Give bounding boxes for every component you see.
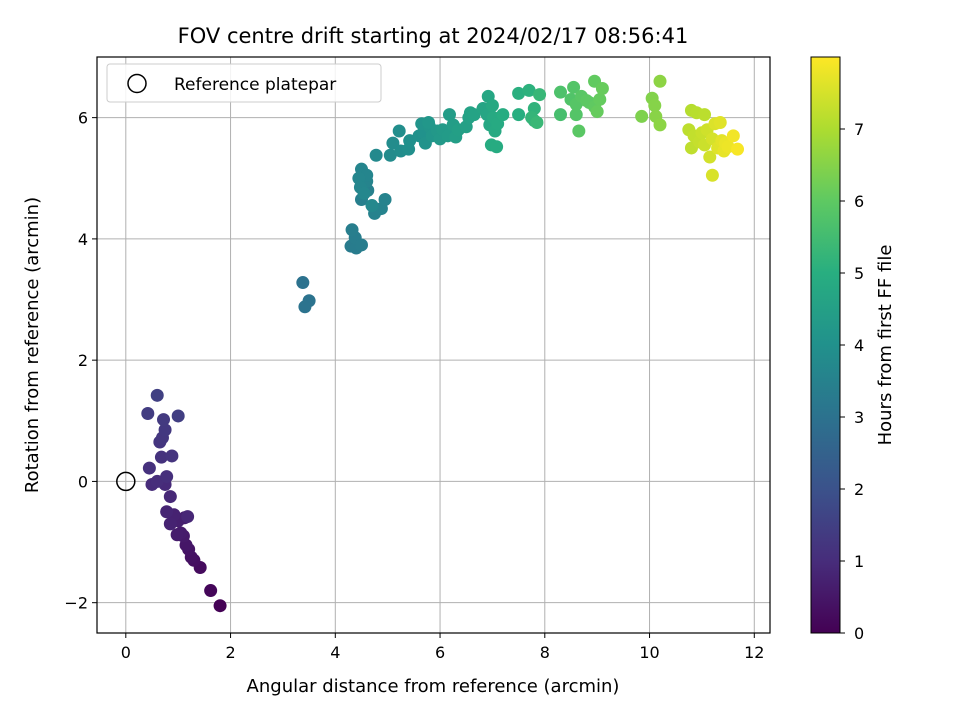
colorbar-tick-label: 4 [854,336,864,355]
x-tick-label: 0 [121,643,131,662]
chart-title: FOV centre drift starting at 2024/02/17 … [178,24,689,48]
data-point [357,186,371,200]
data-point [554,85,568,99]
data-point [165,449,179,463]
data-point [160,470,174,484]
data-point [383,148,397,162]
legend: Reference platepar [106,63,382,103]
data-point [298,300,312,314]
data-point [296,276,310,290]
colorbar: 0 1 2 3 4 5 6 7 Hours from first FF file [810,56,896,643]
data-point [530,115,544,129]
data-point [154,450,168,464]
data-point [572,124,586,138]
x-tick-label: 12 [744,643,764,662]
colorbar-tick-label: 7 [854,120,864,139]
data-point [569,108,583,122]
y-tick-label: 6 [78,109,88,128]
data-point [163,490,177,504]
scatter-points [116,74,745,613]
data-point [181,510,195,524]
data-point [354,238,368,252]
data-point [726,129,740,143]
y-tick-label: 0 [78,472,88,491]
colorbar-tick-label: 5 [854,264,864,283]
colorbar-tick-label: 6 [854,192,864,211]
data-point [422,115,436,129]
legend-box [106,63,382,103]
data-point [653,74,667,88]
data-point [713,115,727,129]
colorbar-tick-label: 1 [854,552,864,571]
y-tick-label: 4 [78,230,88,249]
grid [97,57,770,633]
plot-frame [96,56,771,634]
data-point [386,136,400,150]
data-point [158,423,172,437]
x-tick-label: 6 [435,643,445,662]
data-point [595,82,609,96]
data-point [512,86,526,100]
colorbar-tick-label: 3 [854,408,864,427]
data-point [590,105,604,119]
x-tick-label: 4 [330,643,340,662]
colorbar-tick-label: 2 [854,480,864,499]
data-point [171,409,185,423]
x-axis-ticks: 0 2 4 6 8 10 12 [121,633,764,662]
data-point [512,108,526,122]
data-point [150,388,164,402]
x-tick-label: 10 [639,643,659,662]
data-point [490,140,504,154]
legend-marker-reference [127,73,147,94]
data-point [141,407,155,421]
data-point [378,192,392,206]
data-point [369,148,383,162]
data-point [705,168,719,182]
data-point [160,505,174,519]
x-tick-label: 8 [540,643,550,662]
data-point [157,413,171,427]
data-point [365,199,379,213]
data-point [345,223,359,237]
x-axis-label: Angular distance from reference (arcmin) [247,676,620,697]
data-point [213,599,227,613]
y-axis-label: Rotation from reference (arcmin) [22,197,43,493]
x-tick-label: 2 [225,643,235,662]
data-point [204,584,218,598]
data-point [635,109,649,123]
data-point [593,92,607,106]
data-point [170,528,184,542]
reference-platepar-marker [116,471,136,492]
data-point [392,124,406,138]
colorbar-gradient [810,56,841,634]
colorbar-ticks: 0 1 2 3 4 5 6 7 [840,120,864,643]
colorbar-tick-label: 0 [854,624,864,643]
data-point [653,118,667,132]
data-point [142,461,156,475]
legend-entry-reference: Reference platepar [174,75,336,95]
data-point [522,83,536,97]
y-tick-label: −2 [64,594,88,613]
data-point [648,99,662,113]
y-tick-label: 2 [78,351,88,370]
data-point [533,88,547,102]
data-point [698,108,712,122]
colorbar-label: Hours from first FF file [875,245,896,446]
data-point [442,108,456,122]
data-point [485,99,499,113]
data-point [703,150,717,164]
data-point [554,108,568,122]
data-point [567,80,581,94]
data-point [731,142,745,156]
data-point [496,108,510,122]
y-axis-ticks: −2 0 2 4 6 [64,109,97,613]
data-point [163,517,177,531]
